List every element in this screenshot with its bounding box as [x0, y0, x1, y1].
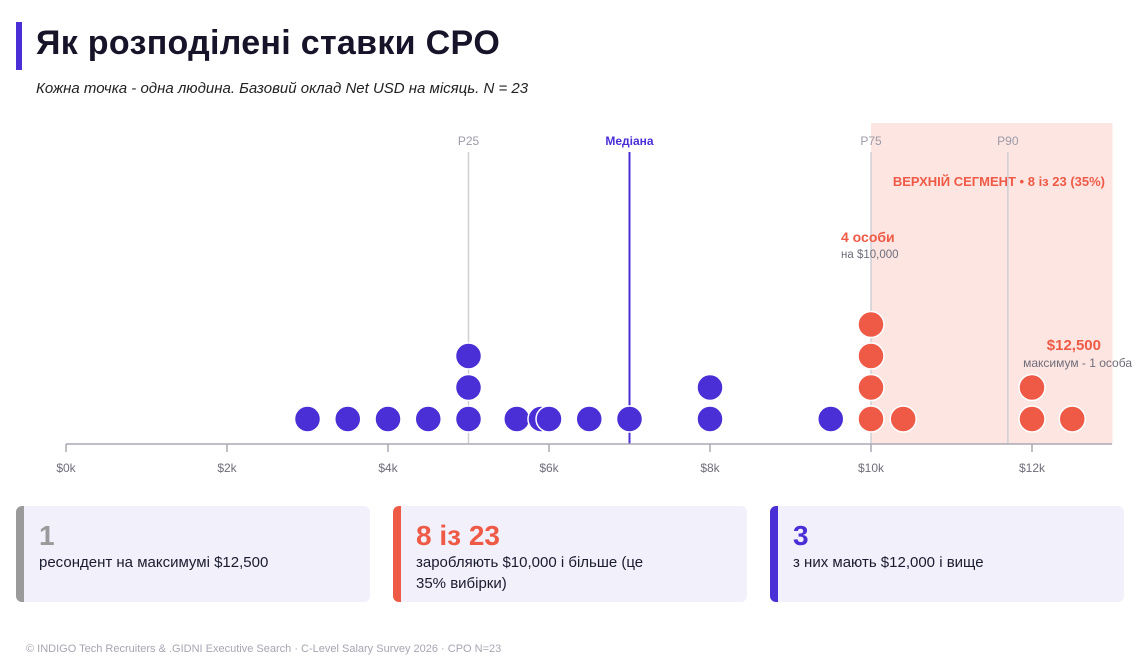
reference-line-label: P75 — [860, 134, 882, 148]
stat-description: заробляють $10,000 і більше (це 35% вибі… — [416, 554, 644, 592]
reference-line-label: P90 — [997, 134, 1019, 148]
data-point — [817, 405, 845, 433]
top-segment-band — [871, 123, 1113, 444]
stat-card-top-segment: 8 із 23 заробляють $10,000 і більше (це … — [393, 506, 747, 602]
x-tick-label: $0k — [56, 461, 76, 475]
x-tick-label: $12k — [1019, 461, 1046, 475]
data-point — [454, 373, 483, 402]
reference-line-label: Медіана — [605, 134, 654, 148]
x-tick-label: $4k — [378, 461, 398, 475]
stat-card-max: 1 ресондент на максимумі $12,500 — [16, 506, 370, 602]
top-segment-label: ВЕРХНІЙ СЕГМЕНТ • 8 із 23 (35%) — [893, 174, 1105, 189]
data-point — [615, 405, 644, 433]
data-point — [1018, 405, 1046, 433]
page-title: Як розподілені ставки CPO — [36, 24, 501, 62]
annotation-sub: на $10,000 — [841, 249, 899, 261]
annotation-sub: максимум - 1 особа — [1023, 356, 1132, 370]
data-point — [857, 342, 885, 370]
data-point — [454, 405, 483, 433]
page-subtitle: Кожна точка - одна людина. Базовий оклад… — [36, 80, 529, 97]
data-point — [503, 405, 531, 433]
x-tick-label: $2k — [217, 461, 237, 475]
data-point — [696, 373, 724, 402]
stat-card-12k: 3 з них мають $12,000 і вище — [770, 506, 1124, 602]
card-accent — [770, 506, 778, 602]
card-accent — [16, 506, 24, 602]
x-tick-label: $10k — [858, 461, 885, 475]
data-point — [535, 405, 563, 433]
data-point — [1018, 373, 1046, 402]
data-point — [454, 342, 483, 370]
data-point — [293, 405, 322, 433]
x-tick-label: $6k — [539, 461, 559, 475]
title-accent-bar — [16, 22, 22, 70]
stat-value: 3 — [793, 520, 809, 551]
x-tick-label: $8k — [700, 461, 720, 475]
annotation-title: 4 особи — [841, 229, 895, 245]
data-point — [1058, 405, 1086, 433]
data-point — [857, 310, 885, 339]
card-accent — [393, 506, 401, 602]
data-point — [334, 405, 362, 433]
stat-value: 8 із 23 — [416, 520, 500, 551]
data-point — [575, 405, 603, 433]
stat-description: з них мають $12,000 і вище — [793, 554, 984, 571]
salary-dot-plot: ВЕРХНІЙ СЕГМЕНТ • 8 із 23 (35%) P25 Медіан… — [56, 123, 1132, 475]
footer-credit: © INDIGO Tech Recruiters & .GIDNI Execut… — [26, 643, 502, 655]
data-point — [696, 405, 724, 433]
stat-value: 1 — [39, 520, 55, 551]
data-point — [857, 373, 885, 402]
data-point — [374, 405, 402, 433]
data-point — [857, 405, 885, 433]
reference-line-label: P25 — [458, 134, 480, 148]
annotation-title: $12,500 — [1047, 337, 1101, 354]
data-point — [414, 405, 442, 433]
data-point — [889, 405, 917, 433]
stat-description: ресондент на максимумі $12,500 — [39, 554, 269, 571]
